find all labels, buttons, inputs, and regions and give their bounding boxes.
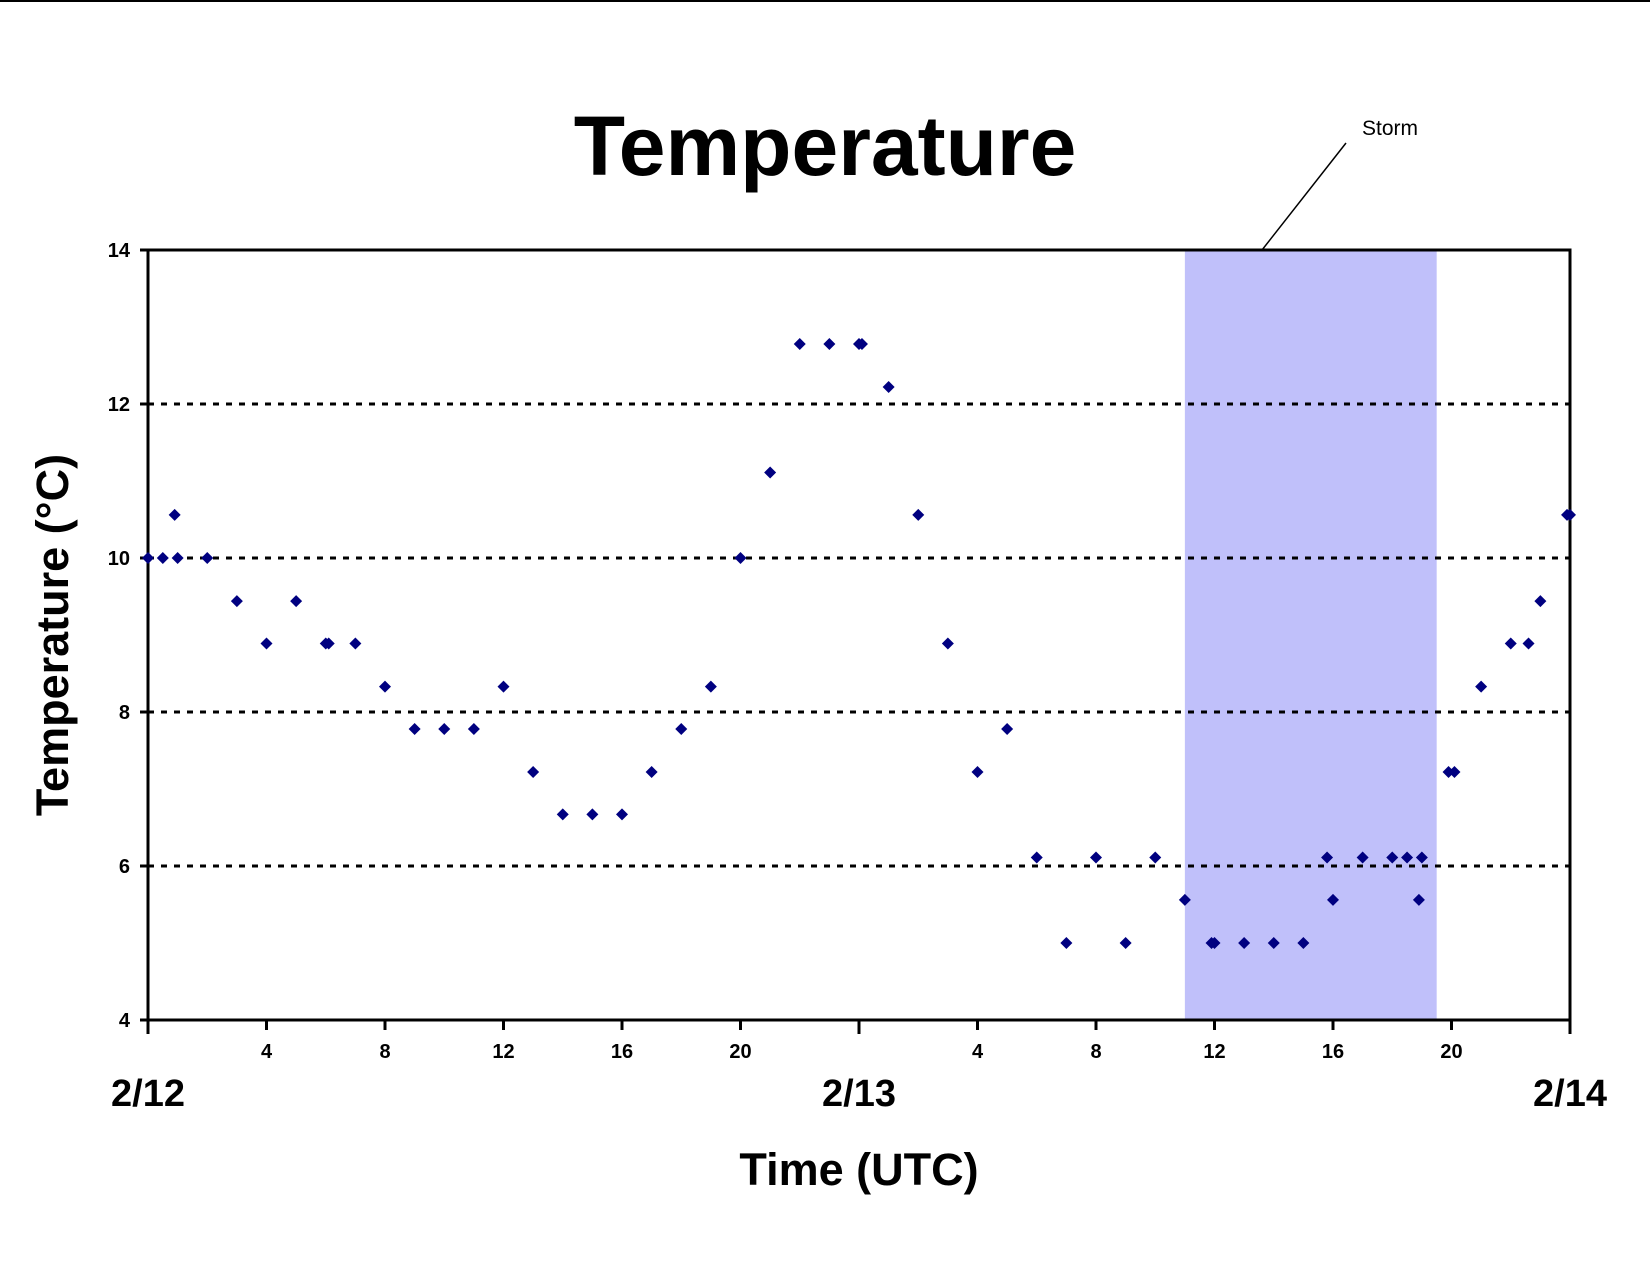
x-date-label: 2/12 <box>111 1073 185 1115</box>
data-point <box>882 381 895 394</box>
data-point <box>1415 851 1428 864</box>
x-tick-label: 8 <box>379 1041 390 1063</box>
data-point <box>1149 851 1162 864</box>
data-point <box>823 337 836 350</box>
data-point <box>201 552 214 564</box>
x-tick-label: 8 <box>1090 1041 1101 1063</box>
data-point <box>1327 893 1339 906</box>
data-point <box>260 637 273 650</box>
x-tick-label: 20 <box>729 1041 751 1063</box>
data-point <box>645 766 658 779</box>
data-point <box>408 722 421 735</box>
y-tick-label: 10 <box>108 548 130 570</box>
data-point <box>971 766 984 779</box>
data-point <box>1238 937 1251 949</box>
data-point <box>467 722 480 735</box>
x-tick-label: 12 <box>1203 1041 1225 1063</box>
y-tick-label: 12 <box>108 394 130 416</box>
y-axis-title: Temperature (°C) <box>27 454 78 816</box>
data-point <box>1412 893 1425 906</box>
data-point <box>1448 766 1461 779</box>
data-point <box>1297 937 1310 949</box>
data-point <box>1386 851 1399 864</box>
data-point <box>1208 937 1221 949</box>
x-tick-label: 16 <box>1322 1041 1344 1063</box>
data-point <box>527 766 540 779</box>
data-point <box>1534 595 1547 608</box>
data-point <box>793 337 806 350</box>
data-point <box>912 508 925 521</box>
x-tick-label: 4 <box>972 1041 984 1063</box>
data-point <box>586 808 599 821</box>
y-tick-label: 14 <box>108 240 131 262</box>
data-point <box>1090 851 1102 864</box>
top-border-line <box>0 0 1650 2</box>
data-point <box>1321 851 1334 864</box>
data-point <box>322 637 335 650</box>
data-point <box>1001 722 1014 735</box>
data-point <box>1119 937 1132 949</box>
chart-title: Temperature <box>574 99 1077 193</box>
data-point <box>556 808 569 821</box>
storm-label: Storm <box>1362 117 1418 140</box>
y-tick-label: 8 <box>119 702 130 724</box>
data-point <box>941 637 954 650</box>
x-date-label: 2/13 <box>822 1073 896 1115</box>
data-point <box>1504 637 1517 650</box>
x-tick-label: 20 <box>1440 1041 1462 1063</box>
x-axis-title: Time (UTC) <box>739 1144 978 1195</box>
x-tick-label: 12 <box>492 1041 514 1063</box>
data-point <box>855 337 868 350</box>
data-point <box>349 637 362 650</box>
data-point <box>1267 937 1280 949</box>
y-tick-label: 6 <box>119 856 130 878</box>
data-point <box>168 508 181 521</box>
data-point <box>1356 851 1369 864</box>
data-point <box>156 552 169 564</box>
data-point <box>1030 851 1043 864</box>
data-point <box>230 595 243 608</box>
data-point <box>1564 508 1576 521</box>
data-point <box>379 680 391 693</box>
data-point <box>1060 937 1073 949</box>
data-point <box>1178 893 1191 906</box>
data-point <box>1401 851 1414 864</box>
data-point <box>171 552 184 564</box>
x-date-label: 2/14 <box>1533 1073 1607 1115</box>
data-point <box>704 680 717 693</box>
x-tick-label: 16 <box>611 1041 633 1063</box>
data-point <box>734 552 747 564</box>
y-tick-label: 4 <box>119 1010 131 1032</box>
storm-region <box>1184 250 1437 1020</box>
data-point <box>764 466 777 479</box>
data-point <box>616 808 628 821</box>
data-point <box>1475 680 1488 693</box>
storm-leader-line <box>1261 142 1347 251</box>
data-point <box>142 552 154 564</box>
data-point <box>1522 637 1535 650</box>
data-point <box>675 722 688 735</box>
x-tick-label: 4 <box>261 1041 273 1063</box>
data-point <box>497 680 510 693</box>
data-point <box>438 722 451 735</box>
data-point <box>290 595 303 608</box>
